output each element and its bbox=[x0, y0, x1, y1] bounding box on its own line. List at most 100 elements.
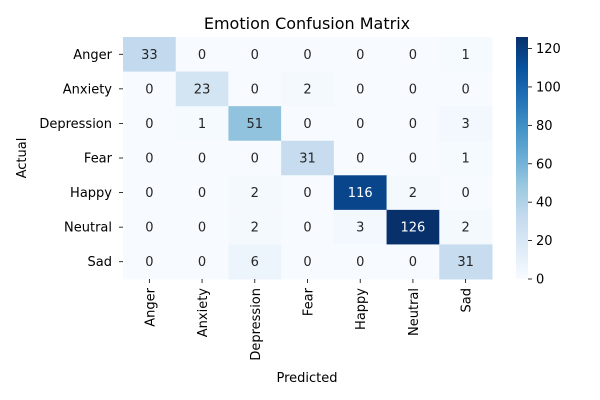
y-tick-label: Depression bbox=[39, 117, 112, 132]
cell-value-label: 0 bbox=[462, 82, 470, 97]
heatmap-cell bbox=[123, 244, 177, 280]
colorbar-gradient bbox=[516, 37, 528, 279]
cell-value-label: 0 bbox=[356, 82, 364, 97]
heatmap-cell bbox=[281, 140, 335, 176]
cell-value-label: 0 bbox=[145, 117, 153, 132]
heatmap-cell bbox=[386, 37, 440, 73]
cell-value-label: 1 bbox=[462, 48, 470, 63]
heatmap-cell bbox=[333, 71, 388, 107]
heatmap-cell bbox=[281, 209, 335, 245]
heatmap-cell bbox=[439, 175, 493, 211]
cell-value-label: 0 bbox=[198, 152, 206, 167]
heatmap-cell bbox=[281, 106, 335, 142]
heatmap-cell bbox=[228, 140, 282, 176]
cell-value-label: 3 bbox=[356, 221, 364, 236]
cell-value-label: 2 bbox=[251, 221, 259, 236]
heatmap-cell bbox=[175, 209, 229, 245]
x-tick-label: Anxiety bbox=[196, 288, 211, 338]
heatmap-cell bbox=[123, 140, 177, 176]
cell-value-label: 2 bbox=[303, 82, 311, 97]
heatmap-cell bbox=[439, 71, 493, 107]
heatmap-cell bbox=[281, 71, 335, 107]
cell-value-label: 0 bbox=[145, 186, 153, 201]
heatmap-cell bbox=[228, 209, 282, 245]
heatmap-cell bbox=[333, 106, 388, 142]
cell-value-label: 0 bbox=[198, 221, 206, 236]
heatmap-cell bbox=[228, 37, 282, 73]
cell-value-label: 0 bbox=[462, 186, 470, 201]
colorbar-ticks: 0 20 40 60 80 100 120 bbox=[528, 42, 561, 288]
cell-value-label: 31 bbox=[299, 152, 316, 167]
cell-value-label: 0 bbox=[356, 48, 364, 63]
x-tick-label: Fear bbox=[302, 287, 317, 316]
cell-value-label: 0 bbox=[145, 221, 153, 236]
heatmap-cell bbox=[439, 37, 493, 73]
colorbar: 0 20 40 60 80 100 120 bbox=[516, 37, 561, 288]
heatmap-cell bbox=[281, 175, 335, 211]
cell-value-label: 1 bbox=[198, 117, 206, 132]
heatmap-cell bbox=[228, 244, 282, 280]
heatmap-cell bbox=[386, 244, 440, 280]
cell-value-label: 0 bbox=[356, 152, 364, 167]
heatmap-cell bbox=[333, 244, 388, 280]
colorbar-tick-label: 60 bbox=[536, 157, 553, 172]
x-axis-label: Predicted bbox=[276, 371, 337, 386]
cell-value-label: 0 bbox=[303, 255, 311, 270]
heatmap-cell bbox=[175, 175, 229, 211]
heatmap-cell bbox=[439, 209, 493, 245]
cell-value-label: 23 bbox=[194, 82, 211, 97]
cell-value-label: 0 bbox=[409, 82, 417, 97]
cell-value-label: 0 bbox=[145, 152, 153, 167]
heatmap-cell bbox=[386, 140, 440, 176]
heatmap-cell bbox=[228, 71, 282, 107]
heatmap-cell bbox=[386, 106, 440, 142]
cell-value-label: 0 bbox=[409, 48, 417, 63]
chart-title: Emotion Confusion Matrix bbox=[204, 14, 410, 33]
heatmap-cell bbox=[333, 140, 388, 176]
heatmap-cell bbox=[439, 106, 493, 142]
cell-value-label: 0 bbox=[303, 117, 311, 132]
x-tick-label: Depression bbox=[249, 288, 264, 361]
heatmap-cell bbox=[123, 71, 177, 107]
colorbar-tick-label: 120 bbox=[536, 42, 561, 57]
heatmap-cells: 33 0 0 0 0 0 10 23 0 2 0 0 00 1 51 0 0 0 30 0 0 31 0 0 10 0 2 0 116 2… bbox=[123, 37, 493, 280]
colorbar-tick-label: 80 bbox=[536, 119, 553, 134]
cell-value-label: 2 bbox=[251, 186, 259, 201]
x-tick-labels: Anger Anxiety Depression Fear Happy Neutral Sa… bbox=[143, 279, 475, 361]
heatmap-cell bbox=[123, 175, 177, 211]
cell-value-label: 0 bbox=[409, 255, 417, 270]
cell-value-label: 1 bbox=[462, 152, 470, 167]
cell-value-label: 116 bbox=[348, 186, 373, 201]
colorbar-tick-label: 20 bbox=[536, 234, 553, 249]
heatmap-cell bbox=[281, 244, 335, 280]
cell-value-label: 2 bbox=[462, 221, 470, 236]
cell-value-label: 126 bbox=[401, 221, 426, 236]
heatmap-cell bbox=[333, 175, 388, 211]
heatmap-cell bbox=[175, 106, 229, 142]
colorbar-tick-label: 0 bbox=[536, 273, 544, 288]
x-tick-label: Sad bbox=[460, 288, 475, 312]
cell-value-label: 0 bbox=[303, 48, 311, 63]
y-tick-label: Anxiety bbox=[63, 82, 113, 97]
x-tick-label: Neutral bbox=[407, 288, 422, 336]
cell-value-label: 3 bbox=[462, 117, 470, 132]
heatmap-cell bbox=[386, 175, 440, 211]
cell-value-label: 0 bbox=[145, 82, 153, 97]
heatmap-cell bbox=[439, 140, 493, 176]
heatmap-cell bbox=[123, 209, 177, 245]
y-tick-label: Fear bbox=[84, 152, 113, 167]
heatmap-cell bbox=[123, 106, 177, 142]
cell-value-label: 0 bbox=[303, 186, 311, 201]
cell-value-label: 0 bbox=[251, 152, 259, 167]
heatmap-cell bbox=[123, 37, 177, 73]
cell-value-label: 0 bbox=[198, 255, 206, 270]
heatmap-cell bbox=[439, 244, 493, 280]
cell-value-label: 0 bbox=[251, 82, 259, 97]
cell-value-label: 0 bbox=[251, 48, 259, 63]
heatmap-cell bbox=[228, 175, 282, 211]
cell-value-label: 33 bbox=[141, 48, 158, 63]
y-axis-label: Actual bbox=[15, 138, 30, 179]
y-tick-label: Sad bbox=[88, 255, 112, 270]
